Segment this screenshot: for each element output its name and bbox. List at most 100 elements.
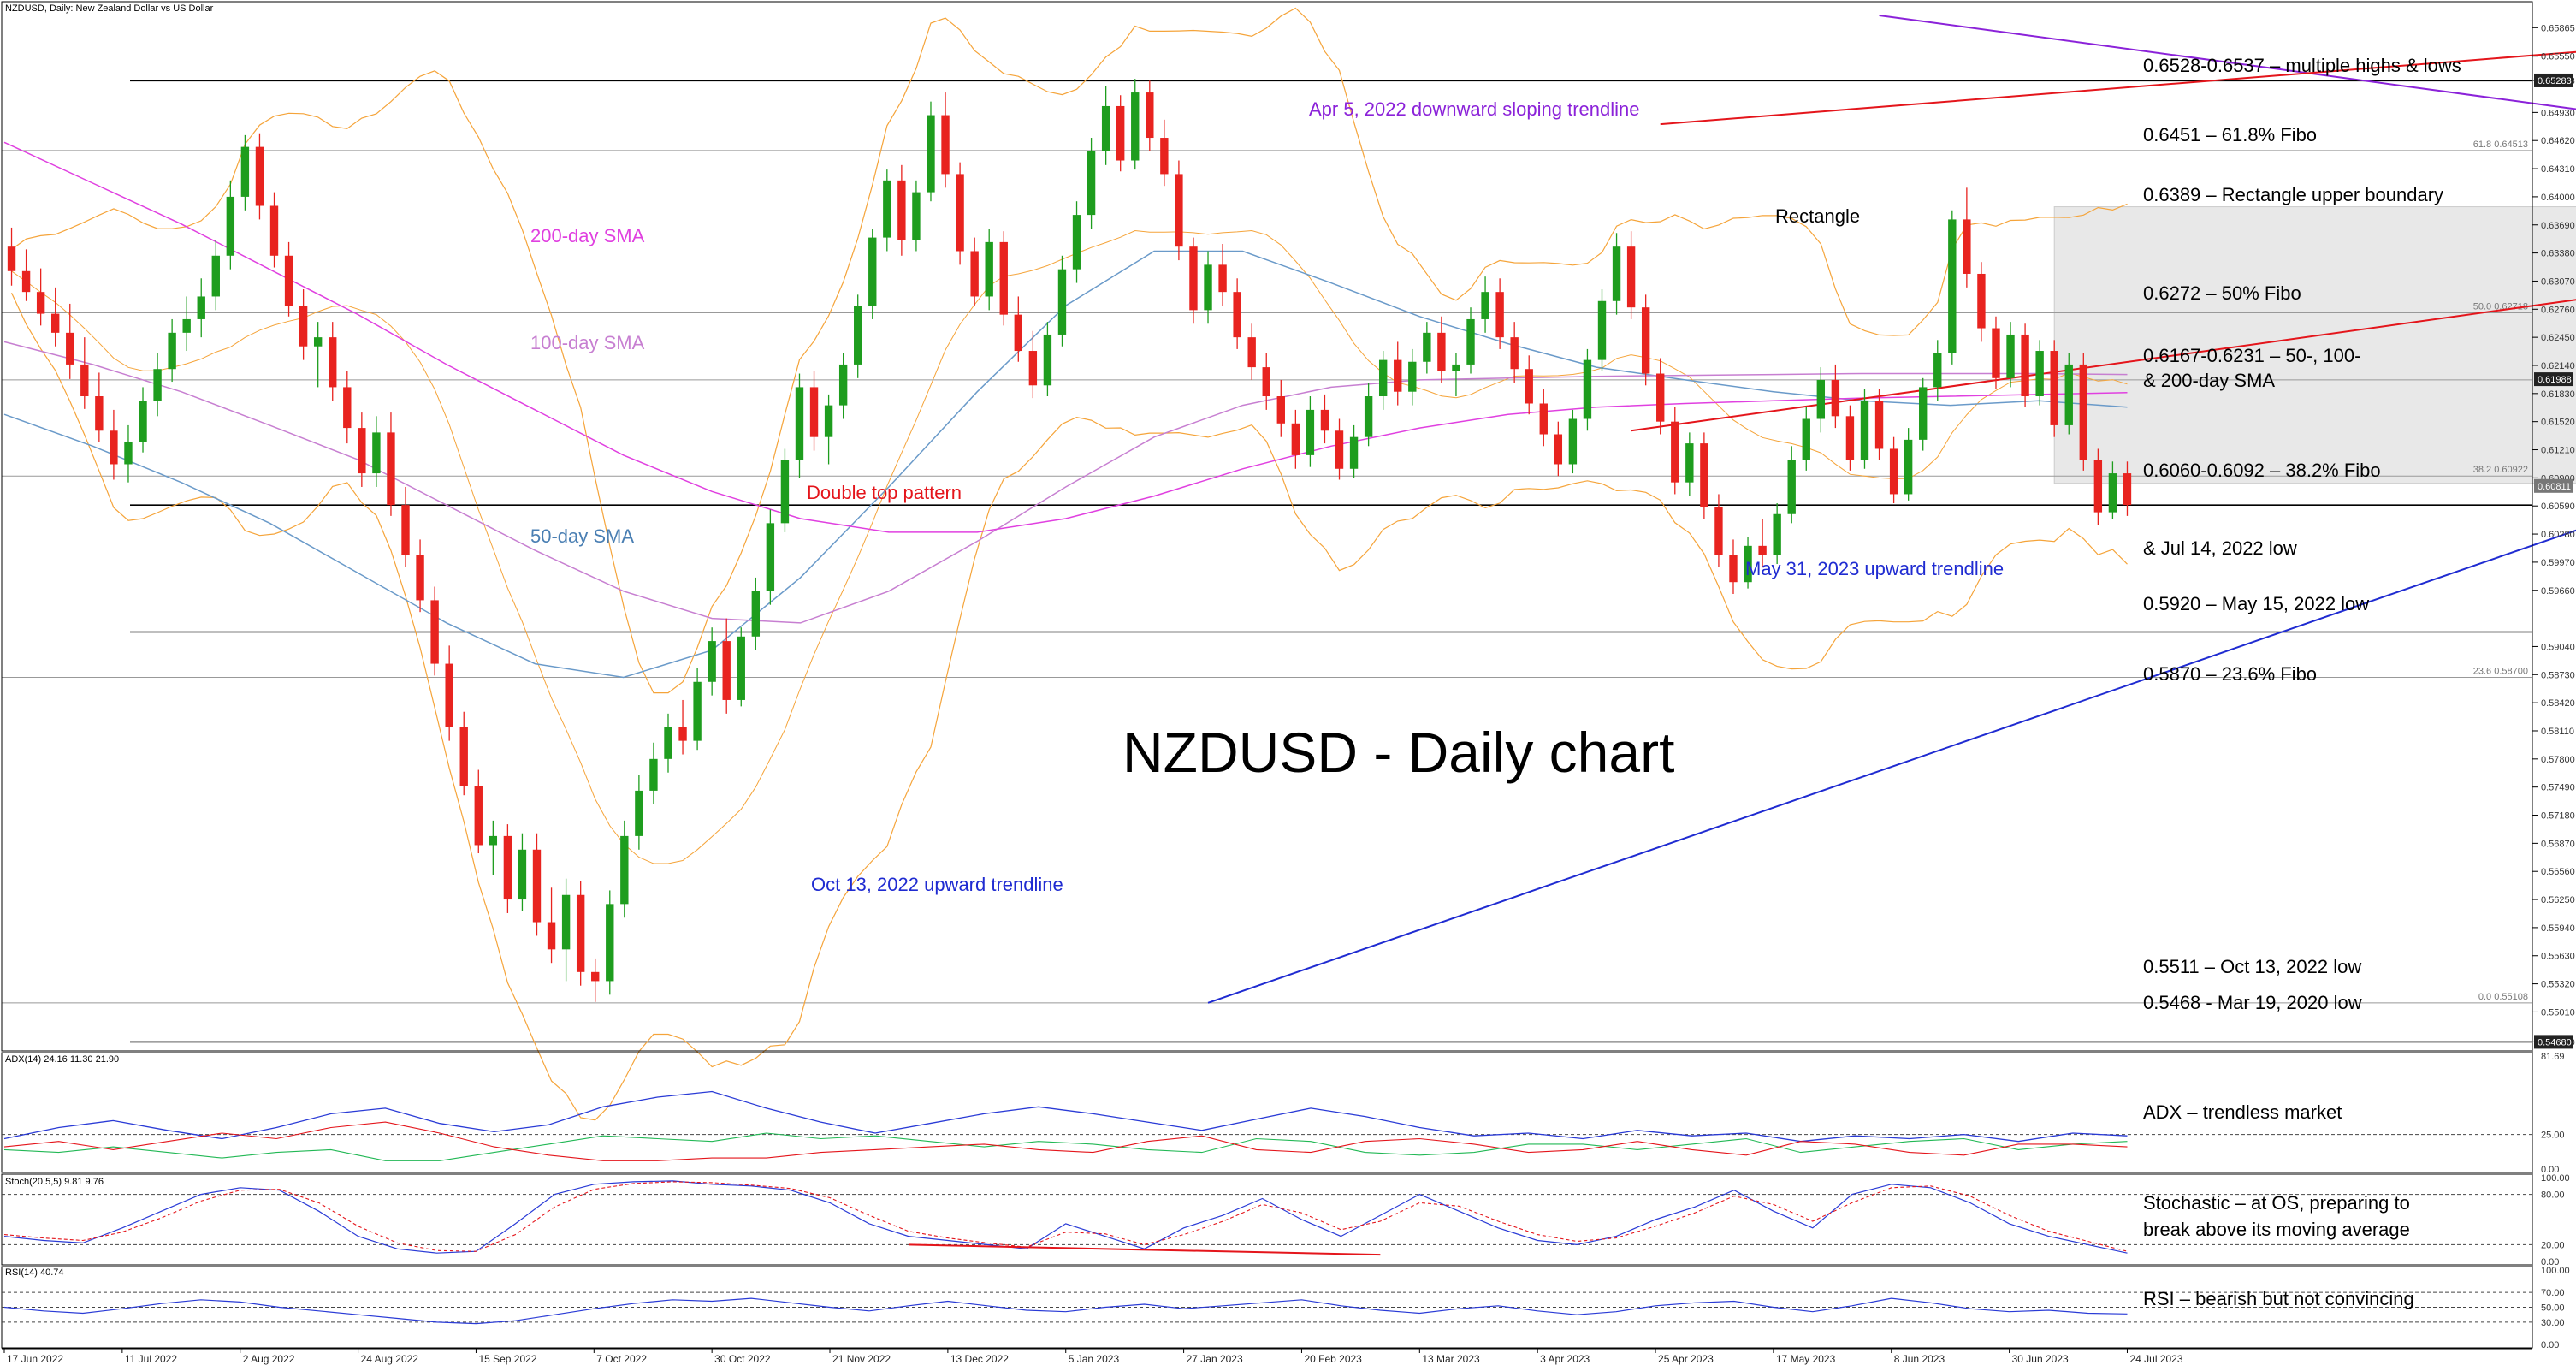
dbl-top-lower-line [1631, 299, 2576, 432]
candle [1992, 328, 2000, 378]
rsi-note: RSI – bearish but not convincing [2143, 1288, 2414, 1309]
y-tick-label: 0.64000 [2541, 193, 2575, 203]
candle [299, 306, 308, 347]
candle [518, 849, 527, 900]
candle [343, 387, 352, 429]
candle [1963, 219, 1971, 274]
rsi-tick: 30.00 [2541, 1318, 2565, 1328]
y-tick-label: 0.64930 [2541, 108, 2575, 118]
bollinger-lower [10, 292, 2128, 1121]
candle [1087, 151, 1096, 216]
candle [51, 313, 60, 333]
candle [1904, 439, 1913, 495]
rsi-header: RSI(14) 40.74 [5, 1267, 63, 1278]
candle [1831, 379, 1840, 417]
candle [883, 180, 891, 238]
y-tick-label: 0.57800 [2541, 755, 2575, 765]
adx-plus-di [3, 1132, 2128, 1161]
y-tick-label: 0.63380 [2541, 249, 2575, 259]
candle [2093, 460, 2103, 513]
price-tag-label: 0.60811 [2538, 482, 2571, 492]
candle [591, 971, 600, 982]
candle [999, 241, 1008, 315]
y-tick-label: 0.60280 [2541, 530, 2575, 540]
fib-label: 0.0 0.55108 [2478, 992, 2528, 1002]
y-tick-label: 0.61210 [2541, 446, 2575, 456]
candle [1320, 409, 1329, 431]
price-tag [2534, 1035, 2573, 1049]
level-label-5920: 0.5920 – May 15, 2022 low [2143, 593, 2369, 614]
x-tick-label: 30 Oct 2022 [714, 1353, 771, 1365]
candle [780, 460, 790, 524]
stoch-tick: 100.00 [2541, 1173, 2570, 1184]
sma200-line [3, 141, 2128, 533]
candle [1131, 92, 1140, 161]
candle [153, 369, 162, 401]
double-top-label: Double top pattern [807, 482, 962, 503]
y-tick-label: 0.58730 [2541, 670, 2575, 680]
apr5-downtrend-line [1879, 15, 2576, 110]
candle [139, 401, 147, 442]
price-tag-label: 0.61988 [2538, 375, 2572, 385]
y-tick-label: 0.57180 [2541, 811, 2575, 822]
candle [1612, 246, 1621, 301]
bollinger-upper [11, 7, 2128, 694]
candle [838, 364, 848, 406]
candle [1583, 359, 1592, 419]
x-tick-label: 11 Jul 2022 [125, 1353, 177, 1365]
candle [635, 790, 643, 836]
sma200-label: 200-day SMA [530, 225, 645, 246]
candle [897, 180, 906, 240]
x-tick-label: 17 Jun 2022 [7, 1353, 63, 1365]
candle [1247, 337, 1256, 368]
rectangle-zone [2053, 206, 2576, 484]
stoch-d [3, 1181, 2128, 1252]
sma50-label: 50-day SMA [530, 525, 634, 547]
candle [693, 681, 702, 741]
y-tick-label: 0.59970 [2541, 558, 2575, 568]
candle [1276, 396, 1285, 424]
fib-label: 61.8 0.64513 [2473, 139, 2528, 150]
candle [1072, 215, 1081, 270]
main-title: NZDUSD - Daily chart [1122, 721, 1674, 784]
candle [1408, 361, 1417, 392]
oct13-uptrend-line [1207, 529, 2576, 1004]
candle [1787, 460, 1796, 514]
level-label-6451: 0.6451 – 61.8% Fibo [2143, 124, 2317, 145]
x-tick-label: 5 Jan 2023 [1069, 1353, 1120, 1365]
candle [1626, 246, 1636, 308]
candle [1364, 396, 1373, 437]
y-tick-label: 0.61830 [2541, 389, 2575, 400]
x-tick-label: 27 Jan 2023 [1187, 1353, 1243, 1365]
level-label-5511: 0.5511 – Oct 13, 2022 low [2143, 956, 2361, 977]
candle [1335, 430, 1344, 469]
candle [606, 904, 614, 982]
dbl-top-upper-line [1660, 50, 2576, 126]
stoch-tick: 20.00 [2541, 1240, 2565, 1250]
candle [912, 192, 921, 240]
candle [226, 196, 235, 256]
x-tick-label: 7 Oct 2022 [596, 1353, 647, 1365]
candle [678, 727, 687, 741]
adx-tick: 25.00 [2541, 1131, 2565, 1141]
y-tick-label: 0.59040 [2541, 642, 2575, 652]
x-tick-label: 3 Apr 2023 [1540, 1353, 1590, 1365]
price-tag [2534, 73, 2573, 87]
rectangle-label: Rectangle [1775, 205, 1860, 227]
y-tick-label: 0.59660 [2541, 586, 2575, 596]
candle [970, 251, 979, 297]
candle [240, 146, 250, 197]
candle [2079, 364, 2087, 460]
x-tick-label: 24 Aug 2022 [361, 1353, 419, 1365]
level-label-6060-b: & Jul 14, 2022 low [2143, 537, 2297, 559]
y-tick-label: 0.62450 [2541, 333, 2575, 343]
apr5-trendline-label: Apr 5, 2022 downward sloping trendline [1309, 98, 1639, 120]
candle [1773, 513, 1781, 555]
candle [1729, 555, 1738, 583]
y-tick-label: 0.58420 [2541, 698, 2575, 709]
adx-tick: 81.69 [2541, 1052, 2565, 1062]
y-tick-label: 0.55940 [2541, 923, 2575, 934]
candle [445, 663, 453, 727]
candle [956, 174, 964, 252]
